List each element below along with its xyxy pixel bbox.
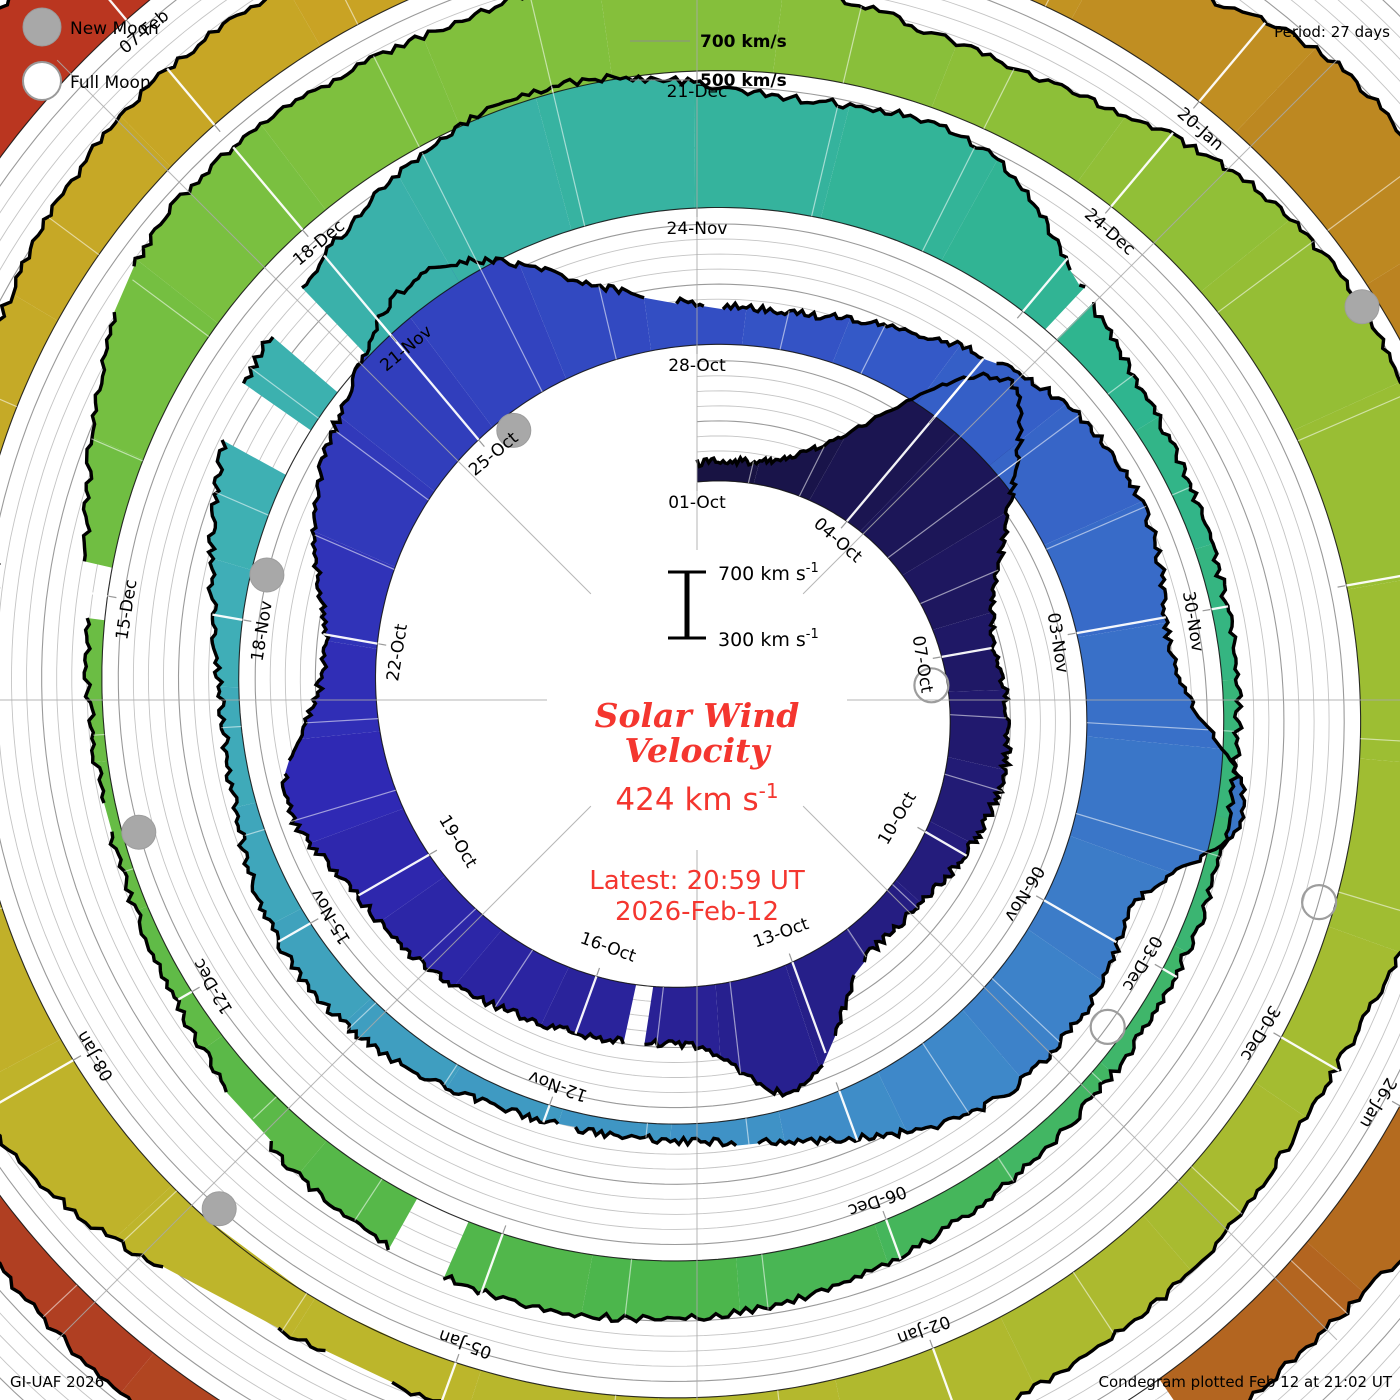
plot-stamp-label: Condegram plotted Feb 12 at 21:02 UT (1099, 1373, 1393, 1391)
date-label: 12-Nov (526, 1066, 590, 1105)
scale-bar-top-label: 700 km s-1 (718, 561, 819, 585)
center-title-block: Solar Wind Velocity 424 km s-1 Latest: 2… (589, 696, 805, 927)
new-moon-marker (1344, 289, 1380, 325)
legend-label-full-moon: Full Moon (70, 73, 151, 93)
top-scale-label: 500 km/s (700, 71, 787, 91)
date-label: 30-Nov (1178, 590, 1207, 653)
date-label-text: 11-Jan (0, 560, 6, 617)
date-label-text: 21-Dec (667, 82, 728, 102)
legend: New Moon Full Moon (22, 7, 159, 101)
date-label-text: 24-Nov (667, 219, 728, 239)
date-label: 02-Jan (894, 1311, 952, 1348)
date-label-text: 28-Oct (668, 356, 726, 376)
date-label: 24-Nov (667, 219, 728, 239)
date-label-text: 30-Nov (1178, 590, 1207, 653)
full-moon-marker (1089, 1008, 1126, 1046)
date-label-text: 01-Oct (668, 493, 726, 513)
date-label: 11-Jan (0, 560, 6, 617)
date-label: 01-Oct (668, 493, 726, 513)
date-label-text: 05-Jan (436, 1325, 494, 1362)
latest-date-label: 2026-Feb-12 (615, 897, 779, 927)
date-label-text: 22-Oct (383, 622, 412, 682)
new-moon-icon (22, 7, 62, 47)
date-label: 16-Oct (577, 928, 638, 966)
date-label: 28-Oct (668, 356, 726, 376)
scale-bar-bottom-label: 300 km s-1 (718, 627, 819, 651)
new-moon-marker (201, 1191, 237, 1227)
legend-label-new-moon: New Moon (70, 19, 159, 39)
page-title-line2: Velocity (624, 731, 772, 770)
moon-marker-layer (121, 289, 1380, 1227)
current-value-label: 424 km s-1 (615, 779, 778, 818)
new-moon-marker (249, 557, 285, 593)
date-label-text: 19-Oct (434, 812, 481, 872)
date-label: 03-Nov (1043, 611, 1072, 674)
date-label: 10-Oct (874, 788, 921, 848)
new-moon-marker (496, 412, 532, 448)
top-scale-label: 700 km/s (700, 32, 787, 52)
date-label: 07-Oct (908, 634, 937, 694)
date-label: 21-Dec (667, 82, 728, 102)
date-label-text: 16-Oct (577, 928, 638, 966)
full-moon-icon (22, 61, 62, 101)
date-label-text: 10-Oct (874, 788, 921, 848)
date-label-text: 07-Oct (908, 634, 937, 694)
date-label-text: 12-Nov (526, 1066, 590, 1105)
date-label: 19-Oct (434, 812, 481, 872)
period-label: Period: 27 days (1274, 23, 1390, 41)
page-title-line1: Solar Wind (595, 696, 800, 735)
full-moon-marker (1300, 883, 1338, 921)
date-label-text: 02-Jan (894, 1311, 952, 1348)
date-label: 05-Jan (436, 1325, 494, 1362)
top-scale: 700 km/s 500 km/s (630, 32, 787, 91)
date-label-text: 03-Nov (1043, 611, 1072, 674)
credit-label: GI-UAF 2026 (10, 1373, 104, 1391)
full-moon-marker (913, 667, 950, 704)
date-label: 22-Oct (383, 622, 412, 682)
latest-time-label: Latest: 20:59 UT (589, 866, 805, 896)
new-moon-marker (121, 814, 157, 850)
scale-bar: 700 km s-1 300 km s-1 (668, 561, 819, 651)
